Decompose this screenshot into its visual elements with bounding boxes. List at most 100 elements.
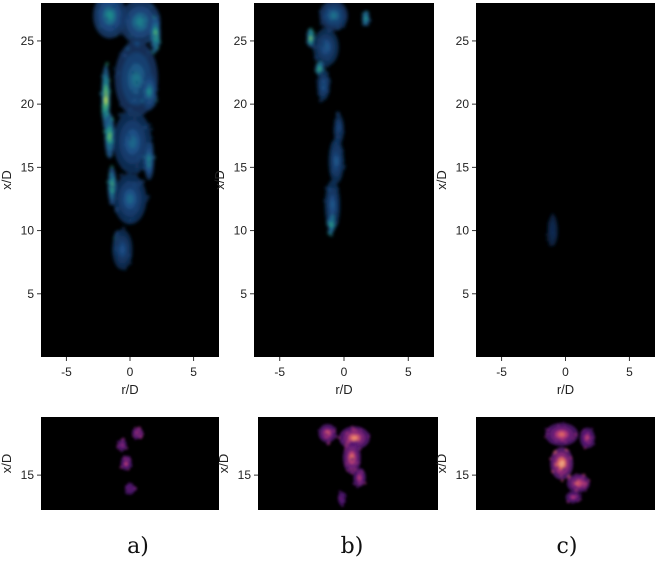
- intensity-speckle: [115, 34, 118, 37]
- intensity-speckle: [549, 232, 553, 235]
- y-tick-label: 20: [456, 97, 470, 111]
- intensity-speckle: [346, 444, 350, 448]
- intensity-speckle: [329, 425, 332, 429]
- intensity-speckle: [142, 166, 147, 171]
- intensity-speckle: [152, 50, 156, 55]
- intensity-speckle: [552, 435, 557, 440]
- intensity-speckle: [108, 121, 111, 124]
- intensity-speckle: [361, 17, 366, 22]
- intensity-speckle: [135, 25, 139, 29]
- intensity-speckle: [152, 15, 156, 19]
- intensity-speckle: [135, 65, 138, 68]
- intensity-speckle: [579, 497, 583, 501]
- intensity-speckle: [580, 431, 583, 434]
- intensity-speckle: [118, 52, 121, 55]
- intensity-speckle: [111, 25, 116, 29]
- intensity-speckle: [560, 474, 563, 477]
- intensity-speckle: [153, 43, 157, 47]
- intensity-speckle: [151, 102, 156, 107]
- intensity-speckle: [316, 67, 318, 70]
- intensity-speckle: [548, 242, 553, 247]
- intensity-speckle: [575, 499, 578, 503]
- y-tick-label: 5: [462, 287, 469, 301]
- intensity-speckle: [338, 493, 342, 497]
- intensity-speckle: [109, 129, 111, 132]
- intensity-speckle: [559, 451, 563, 455]
- intensity-speckle: [144, 198, 149, 203]
- intensity-speckle: [118, 264, 120, 266]
- intensity-speckle: [114, 75, 118, 79]
- intensity-speckle: [134, 429, 137, 432]
- intensity-speckle: [124, 444, 127, 447]
- intensity-speckle: [132, 429, 135, 432]
- intensity-speckle: [320, 435, 324, 439]
- intensity-speckle: [125, 46, 130, 51]
- intensity-blob: [136, 17, 145, 27]
- y-axis-label: x/D: [216, 454, 231, 474]
- intensity-speckle: [365, 19, 368, 22]
- intensity-speckle: [147, 163, 150, 166]
- intensity-speckle: [101, 74, 106, 79]
- y-tick-label: 10: [456, 224, 470, 238]
- intensity-speckle: [330, 207, 334, 210]
- intensity-speckle: [118, 446, 122, 450]
- intensity-speckle: [330, 174, 333, 177]
- intensity-speckle: [317, 429, 320, 432]
- intensity-speckle: [337, 27, 340, 31]
- intensity-speckle: [571, 502, 574, 505]
- intensity-speckle: [554, 462, 558, 467]
- intensity-speckle: [561, 438, 565, 442]
- intensity-speckle: [99, 3, 102, 4]
- intensity-speckle: [355, 429, 358, 432]
- intensity-speckle: [335, 120, 340, 125]
- intensity-speckle: [330, 229, 334, 233]
- x-tick-label: -5: [61, 365, 72, 379]
- intensity-speckle: [135, 164, 140, 169]
- intensity-speckle: [107, 103, 110, 106]
- intensity-speckle: [123, 443, 126, 446]
- intensity-speckle: [334, 184, 338, 187]
- intensity-speckle: [357, 470, 361, 474]
- intensity-speckle: [148, 77, 152, 81]
- intensity-speckle: [114, 246, 119, 251]
- intensity-speckle: [344, 446, 348, 450]
- intensity-speckle: [354, 432, 358, 436]
- intensity-speckle: [553, 441, 557, 444]
- y-tick-label: 15: [21, 160, 35, 174]
- intensity-speckle: [547, 222, 550, 225]
- intensity-speckle: [552, 221, 556, 225]
- intensity-speckle: [547, 427, 552, 431]
- intensity-speckle: [365, 22, 369, 27]
- intensity-speckle: [146, 22, 149, 26]
- intensity-blob: [351, 435, 358, 441]
- intensity-speckle: [306, 32, 309, 36]
- intensity-speckle: [339, 165, 344, 169]
- x-axis-label: r/D: [335, 382, 352, 397]
- intensity-speckle: [119, 173, 123, 178]
- intensity-speckle: [104, 16, 109, 21]
- intensity-speckle: [327, 77, 331, 81]
- intensity-speckle: [119, 32, 123, 36]
- intensity-speckle: [109, 201, 112, 205]
- intensity-speckle: [342, 158, 345, 162]
- intensity-speckle: [127, 42, 130, 44]
- intensity-speckle: [123, 217, 128, 221]
- intensity-speckle: [325, 436, 328, 440]
- intensity-speckle: [551, 471, 553, 473]
- intensity-speckle: [325, 187, 328, 190]
- intensity-speckle: [592, 442, 596, 446]
- intensity-speckle: [138, 88, 142, 92]
- intensity-speckle: [101, 104, 105, 108]
- intensity-speckle: [551, 243, 555, 246]
- intensity-speckle: [582, 428, 586, 433]
- intensity-speckle: [327, 439, 331, 442]
- intensity-speckle: [120, 449, 124, 453]
- panel-c-main-plot: 5 10 15 20 25 x/D -5 0 5 r/D: [434, 3, 655, 397]
- intensity-speckle: [549, 234, 552, 238]
- intensity-speckle: [327, 441, 331, 445]
- intensity-blob: [132, 71, 141, 87]
- intensity-speckle: [577, 493, 582, 498]
- y-tick-label: 10: [234, 224, 248, 238]
- intensity-speckle: [326, 71, 329, 75]
- intensity-speckle: [145, 55, 148, 58]
